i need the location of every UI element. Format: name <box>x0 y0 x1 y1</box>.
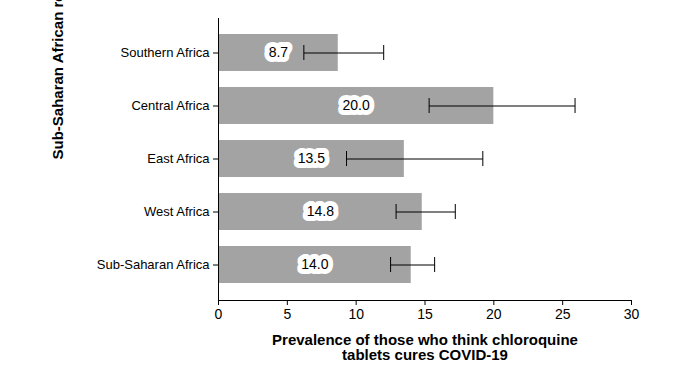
svg-text:Prevalence of those who think: Prevalence of those who think chloroquin… <box>272 331 578 363</box>
svg-text:Sub-Saharan African regions: Sub-Saharan African regions <box>49 0 66 160</box>
svg-text:0: 0 <box>215 306 223 322</box>
svg-text:West Africa: West Africa <box>144 204 210 219</box>
svg-text:20: 20 <box>486 306 502 322</box>
svg-text:8.7: 8.7 <box>269 44 289 60</box>
svg-text:Southern Africa: Southern Africa <box>121 45 211 60</box>
svg-text:Sub-Saharan Africa: Sub-Saharan Africa <box>97 257 211 272</box>
svg-text:30: 30 <box>624 306 640 322</box>
svg-text:15: 15 <box>417 306 433 322</box>
svg-text:Central Africa: Central Africa <box>131 98 210 113</box>
svg-text:14.8: 14.8 <box>307 203 334 219</box>
svg-text:5: 5 <box>283 306 291 322</box>
svg-text:10: 10 <box>348 306 364 322</box>
svg-text:13.5: 13.5 <box>298 150 325 166</box>
svg-text:25: 25 <box>555 306 571 322</box>
svg-text:14.0: 14.0 <box>301 256 328 272</box>
svg-text:East Africa: East Africa <box>147 151 210 166</box>
svg-text:20.0: 20.0 <box>343 97 370 113</box>
